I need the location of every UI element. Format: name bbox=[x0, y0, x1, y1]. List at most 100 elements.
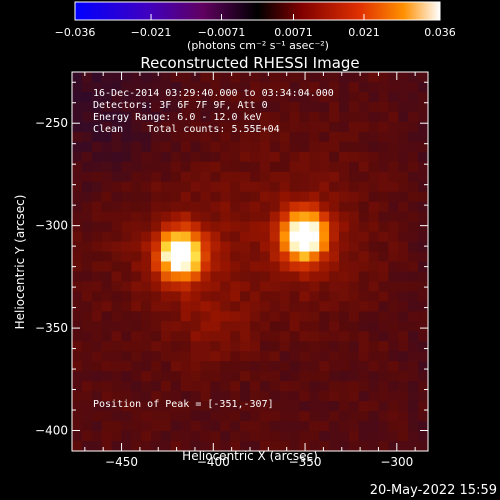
heatmap-cell bbox=[299, 251, 310, 263]
heatmap-cell bbox=[408, 131, 419, 143]
heatmap-cell bbox=[141, 141, 152, 153]
heatmap-cell bbox=[111, 91, 123, 103]
heatmap-cell bbox=[368, 341, 380, 352]
heatmap-cell bbox=[81, 301, 93, 312]
heatmap-cell bbox=[180, 171, 192, 183]
heatmap-cell bbox=[170, 351, 182, 362]
heatmap-cell bbox=[72, 241, 83, 253]
heatmap-cell bbox=[339, 301, 350, 312]
heatmap-cell bbox=[339, 121, 350, 133]
heatmap-cell bbox=[279, 441, 291, 452]
heatmap-cell bbox=[368, 141, 380, 153]
heatmap-cell bbox=[210, 401, 221, 412]
heatmap-cell bbox=[81, 251, 93, 263]
heatmap-cell bbox=[388, 141, 399, 153]
heatmap-cell bbox=[348, 261, 360, 273]
heatmap-cell bbox=[141, 72, 152, 83]
heatmap-cell bbox=[161, 211, 172, 223]
heatmap-cell bbox=[418, 161, 429, 173]
heatmap-cell bbox=[250, 271, 261, 283]
heatmap-cell bbox=[418, 81, 429, 93]
heatmap-cell bbox=[111, 241, 123, 253]
heatmap-cell bbox=[72, 381, 83, 392]
heatmap-cell bbox=[220, 291, 231, 302]
colorbar-unit-label: (photons cm⁻² s⁻¹ asec⁻²) bbox=[187, 39, 329, 52]
heatmap-cell bbox=[91, 351, 103, 362]
heatmap-cell bbox=[200, 131, 212, 143]
heatmap-cell bbox=[408, 341, 419, 352]
heatmap-cell bbox=[190, 241, 202, 253]
heatmap-cell bbox=[101, 241, 113, 253]
heatmap-cell bbox=[131, 321, 142, 332]
heatmap-cell bbox=[91, 291, 103, 302]
heatmap-cell bbox=[299, 241, 310, 253]
heatmap-cell bbox=[151, 411, 162, 422]
heatmap-cell bbox=[161, 421, 172, 432]
heatmap-cell bbox=[378, 331, 390, 342]
heatmap-cell bbox=[72, 181, 83, 193]
heatmap-cell bbox=[269, 191, 281, 203]
colorbar-ticks: −0.036 −0.021 −0.0071 0.0071 0.021 0.036 bbox=[55, 14, 456, 39]
heatmap-cell bbox=[91, 111, 103, 123]
heatmap-cell bbox=[388, 161, 399, 173]
heatmap-cell bbox=[279, 201, 291, 213]
heatmap-cell bbox=[230, 161, 241, 173]
heatmap-cell bbox=[101, 281, 113, 293]
heatmap-cell bbox=[418, 191, 429, 203]
heatmap-cell bbox=[141, 301, 152, 312]
heatmap-cell bbox=[339, 351, 350, 362]
heatmap-cell bbox=[190, 191, 202, 203]
heatmap-cell bbox=[259, 231, 271, 243]
heatmap-cell bbox=[91, 431, 103, 442]
heatmap-cell bbox=[309, 101, 320, 113]
heatmap-cell bbox=[111, 361, 123, 372]
heatmap-cell bbox=[240, 211, 251, 223]
heatmap-cell bbox=[299, 151, 310, 163]
heatmap-cell bbox=[289, 301, 301, 312]
heatmap-cell bbox=[151, 421, 162, 432]
heatmap-cell bbox=[269, 291, 281, 302]
heatmap-cell bbox=[81, 391, 93, 402]
heatmap-cell bbox=[329, 151, 340, 163]
heatmap-cell bbox=[121, 171, 132, 183]
heatmap-cell bbox=[388, 181, 399, 193]
heatmap-cell bbox=[141, 381, 152, 392]
heatmap-cell bbox=[378, 121, 390, 133]
heatmap-cell bbox=[141, 321, 152, 332]
heatmap-cell bbox=[250, 72, 261, 83]
heatmap-cell bbox=[91, 231, 103, 243]
heatmap-cell bbox=[161, 171, 172, 183]
heatmap-cell bbox=[190, 201, 202, 213]
heatmap-cell bbox=[319, 311, 330, 322]
heatmap-cell bbox=[269, 72, 281, 83]
heatmap-cell bbox=[91, 151, 103, 163]
heatmap-cell bbox=[91, 281, 103, 293]
heatmap-cell bbox=[378, 301, 390, 312]
heatmap-cell bbox=[339, 401, 350, 412]
heatmap-cell bbox=[299, 271, 310, 283]
heatmap-cell bbox=[329, 121, 340, 133]
heatmap-cell bbox=[151, 81, 162, 93]
heatmap-cell bbox=[348, 161, 360, 173]
heatmap-cell bbox=[220, 251, 231, 263]
heatmap-cell bbox=[319, 401, 330, 412]
heatmap-cell bbox=[72, 221, 83, 233]
heatmap-cell bbox=[259, 361, 271, 372]
heatmap-cell bbox=[418, 111, 429, 123]
heatmap-cell bbox=[161, 321, 172, 332]
heatmap-cell bbox=[180, 421, 192, 432]
heatmap-cell bbox=[408, 241, 419, 253]
heatmap-cell bbox=[220, 401, 231, 412]
heatmap-cell bbox=[101, 201, 113, 213]
heatmap-cell bbox=[378, 81, 390, 93]
heatmap-cell bbox=[368, 321, 380, 332]
heatmap-cell bbox=[250, 121, 261, 133]
heatmap-cell bbox=[279, 191, 291, 203]
heatmap-cell bbox=[81, 421, 93, 432]
heatmap-cell bbox=[170, 401, 182, 412]
heatmap-cell bbox=[250, 81, 261, 93]
heatmap-cell bbox=[358, 131, 370, 143]
heatmap-cell bbox=[141, 91, 152, 103]
heatmap-cell bbox=[121, 311, 132, 322]
